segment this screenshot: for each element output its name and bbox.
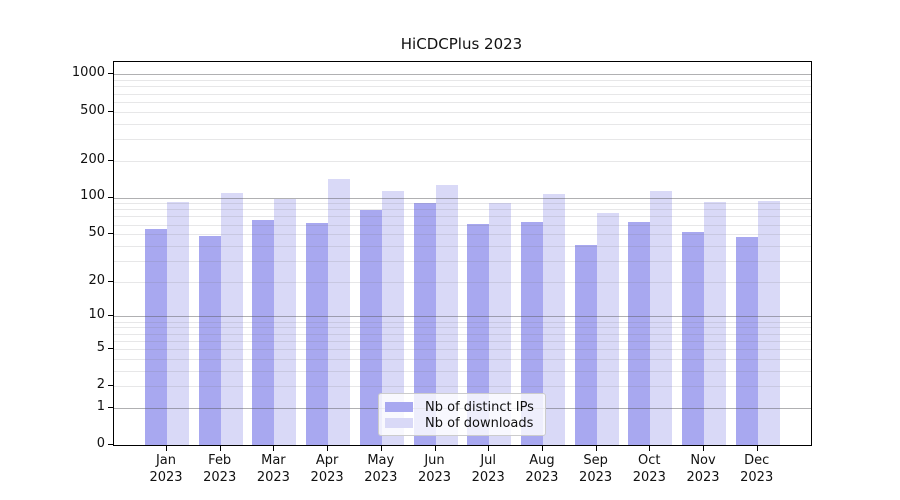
bar-distinct-ips	[198, 236, 221, 445]
plot-area: Nb of distinct IPs Nb of downloads	[113, 61, 812, 446]
x-tick-mark	[541, 446, 543, 451]
bar-distinct-ips	[413, 202, 436, 445]
y-tick-mark	[108, 233, 113, 235]
y-tick-mark	[108, 196, 113, 198]
x-tick-label: Nov 2023	[686, 453, 720, 485]
y-tick-label: 1	[96, 398, 105, 414]
bar-distinct-ips	[628, 221, 651, 445]
bar-distinct-ips	[252, 219, 275, 445]
bar-downloads	[381, 191, 404, 445]
bar-downloads	[757, 200, 780, 445]
y-tick-label: 10	[88, 307, 105, 323]
x-tick-mark	[649, 446, 651, 451]
bar-downloads	[328, 179, 351, 445]
y-tick-mark	[108, 159, 113, 161]
bar-distinct-ips	[682, 232, 704, 445]
bar-downloads	[489, 203, 512, 445]
bar-downloads	[220, 193, 243, 445]
bar-downloads	[542, 194, 565, 445]
x-tick-mark	[273, 446, 275, 451]
bar-distinct-ips	[520, 221, 543, 445]
x-tick-mark	[434, 446, 436, 451]
y-tick-label: 2	[96, 377, 105, 393]
x-tick-mark	[166, 446, 167, 451]
y-tick-label: 50	[88, 225, 105, 241]
chart-title: HiCDCPlus 2023	[400, 35, 523, 53]
bar-downloads	[650, 191, 673, 445]
legend-swatch-downloads	[385, 418, 413, 428]
x-tick-label: Oct 2023	[632, 453, 666, 485]
bar-downloads	[704, 201, 726, 445]
x-tick-label: Mar 2023	[256, 453, 290, 485]
x-tick-mark	[327, 446, 329, 451]
bar-distinct-ips	[145, 229, 167, 445]
x-tick-label: Apr 2023	[310, 453, 344, 485]
x-tick-label: Feb 2023	[203, 453, 237, 485]
bar-distinct-ips	[735, 237, 758, 445]
x-tick-mark	[488, 446, 490, 451]
x-tick-mark	[219, 446, 221, 451]
x-tick-mark	[756, 446, 758, 451]
legend-label-downloads: Nb of downloads	[425, 415, 534, 431]
x-tick-mark	[703, 446, 704, 451]
bar-distinct-ips	[467, 223, 490, 445]
bar-distinct-ips	[306, 222, 329, 445]
y-tick-label: 5	[96, 339, 105, 355]
y-tick-mark	[108, 110, 113, 112]
x-tick-label: Dec 2023	[740, 453, 774, 485]
bars-layer	[114, 62, 811, 445]
x-tick-label: Sep 2023	[579, 453, 613, 485]
x-tick-label: Jan 2023	[149, 453, 183, 485]
y-tick-mark	[108, 385, 113, 387]
legend-swatch-distinct-ips	[385, 402, 413, 412]
bar-distinct-ips	[574, 244, 597, 445]
x-tick-label: May 2023	[364, 453, 398, 485]
y-tick-mark	[108, 406, 113, 408]
legend-row-downloads: Nb of downloads	[385, 415, 538, 431]
bar-downloads	[435, 184, 458, 445]
x-tick-label: Jul 2023	[471, 453, 505, 485]
y-tick-mark	[108, 315, 113, 317]
bar-downloads	[274, 199, 297, 445]
x-tick-label: Jun 2023	[417, 453, 452, 485]
bar-distinct-ips	[359, 210, 382, 445]
legend-row-distinct-ips: Nb of distinct IPs	[385, 399, 538, 415]
y-tick-label: 20	[88, 272, 105, 288]
legend-label-distinct-ips: Nb of distinct IPs	[425, 399, 534, 415]
y-tick-label: 0	[96, 436, 105, 451]
bar-downloads	[596, 213, 619, 445]
bar-downloads	[167, 201, 189, 445]
x-tick-label: Aug 2023	[525, 453, 559, 485]
y-tick-mark	[108, 73, 113, 75]
y-tick-mark	[108, 280, 113, 282]
x-tick-mark	[380, 446, 382, 451]
legend: Nb of distinct IPs Nb of downloads	[378, 393, 546, 436]
y-tick-mark	[108, 347, 113, 349]
x-tick-mark	[595, 446, 597, 451]
y-tick-mark	[108, 444, 113, 445]
y-tick-label: 1000	[71, 65, 105, 81]
y-tick-label: 500	[80, 102, 105, 118]
y-tick-label: 200	[80, 151, 105, 167]
y-tick-label: 100	[80, 188, 105, 204]
